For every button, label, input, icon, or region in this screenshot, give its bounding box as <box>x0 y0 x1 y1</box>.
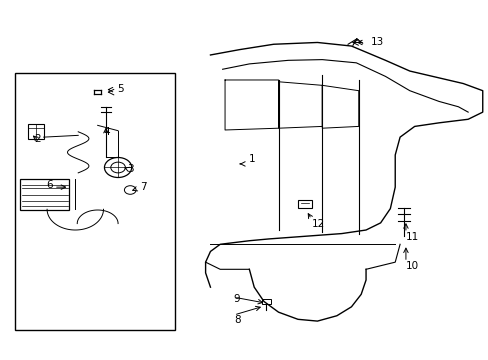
Text: 11: 11 <box>405 232 418 242</box>
Text: 3: 3 <box>126 163 133 174</box>
Text: 5: 5 <box>117 84 123 94</box>
Text: 13: 13 <box>370 37 384 48</box>
Text: 6: 6 <box>46 180 53 190</box>
Text: 7: 7 <box>140 182 146 192</box>
Bar <box>298 200 311 207</box>
Bar <box>20 179 69 210</box>
Text: 2: 2 <box>34 134 41 144</box>
Bar <box>262 298 270 303</box>
Bar <box>15 73 175 330</box>
Bar <box>28 123 43 139</box>
Text: 1: 1 <box>248 154 255 163</box>
Text: 9: 9 <box>233 294 240 304</box>
Text: 12: 12 <box>311 219 324 229</box>
Text: 10: 10 <box>405 261 418 271</box>
Text: 8: 8 <box>233 315 240 325</box>
Text: 4: 4 <box>103 127 110 137</box>
